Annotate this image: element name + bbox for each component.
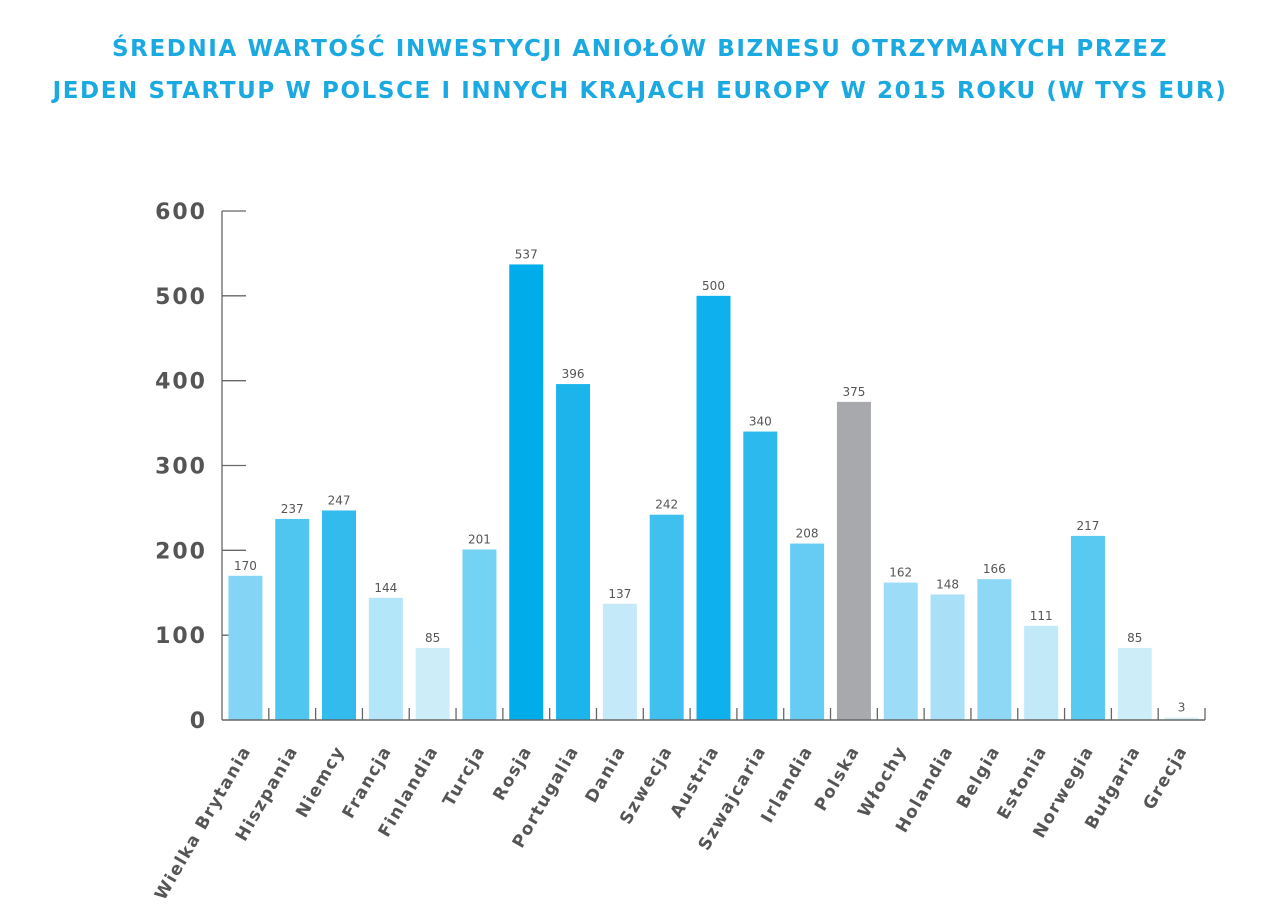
bar-polska xyxy=(836,401,871,720)
bar-szwajcaria xyxy=(743,431,778,720)
data-label: 166 xyxy=(983,562,1006,576)
bar-estonia xyxy=(1024,625,1059,720)
bar-norwegia xyxy=(1070,535,1105,720)
y-tick-label: 300 xyxy=(155,455,207,480)
data-label: 148 xyxy=(936,577,959,591)
bar-bułgaria xyxy=(1117,647,1152,720)
data-label: 340 xyxy=(749,415,772,429)
bar-holandia xyxy=(930,594,965,720)
bar-finlandia xyxy=(415,647,450,720)
data-label: 396 xyxy=(562,367,585,381)
x-tick-label: Belgia xyxy=(953,743,1005,813)
data-label: 162 xyxy=(889,566,912,580)
y-tick-label: 100 xyxy=(155,624,207,649)
data-label: 170 xyxy=(234,559,257,573)
bar-austria xyxy=(696,295,731,720)
y-tick-label: 400 xyxy=(155,370,207,395)
bar-belgia xyxy=(977,579,1012,720)
data-label: 85 xyxy=(1127,631,1142,645)
data-label: 137 xyxy=(608,587,631,601)
bar-francja xyxy=(368,597,403,720)
bar-portugalia xyxy=(556,384,591,720)
bar-włochy xyxy=(883,582,918,720)
data-label: 208 xyxy=(796,527,819,541)
bar-irlandia xyxy=(790,543,825,720)
data-label: 85 xyxy=(425,631,440,645)
data-label: 375 xyxy=(842,385,865,399)
y-tick-label: 0 xyxy=(190,709,207,734)
y-tick-label: 500 xyxy=(155,285,207,310)
data-label: 247 xyxy=(328,493,351,507)
data-label: 500 xyxy=(702,279,725,293)
data-label: 201 xyxy=(468,532,491,546)
data-label: 237 xyxy=(281,502,304,516)
data-label: 111 xyxy=(1030,609,1053,623)
data-label: 537 xyxy=(515,247,538,261)
data-label: 242 xyxy=(655,498,678,512)
bar-szwecja xyxy=(649,514,684,720)
data-label: 3 xyxy=(1178,700,1186,714)
bar-hiszpania xyxy=(275,518,310,720)
x-tick-label: Turcja xyxy=(439,743,490,811)
x-tick-label: Dania xyxy=(582,743,631,807)
bar-wielka-brytania xyxy=(228,575,263,720)
y-tick-label: 600 xyxy=(155,200,207,225)
data-label: 144 xyxy=(374,581,397,595)
data-label: 217 xyxy=(1077,519,1100,533)
bar-grecja xyxy=(1164,717,1199,720)
x-tick-label: Grecja xyxy=(1139,743,1191,814)
chart-title-line-2: JEDEN STARTUP W POLSCE I INNYCH KRAJACH … xyxy=(52,78,1228,104)
x-tick-label: Rosja xyxy=(489,743,536,805)
bar-turcja xyxy=(462,549,497,720)
x-tick-label: Polska xyxy=(811,743,864,815)
y-tick-label: 200 xyxy=(155,539,207,564)
bar-niemcy xyxy=(322,510,357,720)
bar-rosja xyxy=(509,264,544,720)
bar-dania xyxy=(602,603,637,720)
chart-title-line-1: ŚREDNIA WARTOŚĆ INWESTYCJI ANIOŁÓW BIZNE… xyxy=(111,36,1168,62)
